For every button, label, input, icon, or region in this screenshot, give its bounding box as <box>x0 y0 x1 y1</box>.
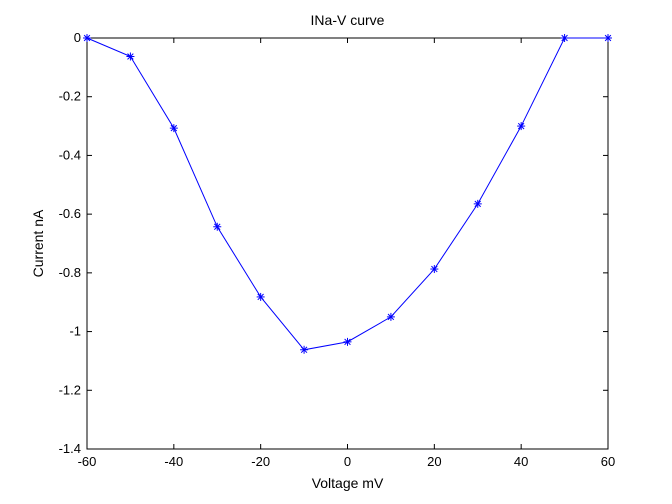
data-point-marker <box>560 34 569 42</box>
data-point-marker <box>169 124 178 133</box>
x-tick-label: 40 <box>514 454 528 469</box>
y-tick-label: -1.2 <box>59 382 81 397</box>
data-point-marker <box>256 292 265 301</box>
series-layer <box>83 34 612 354</box>
x-tick-label: 0 <box>344 454 351 469</box>
x-axis-label: Voltage mV <box>312 475 384 491</box>
data-point-marker <box>473 199 482 208</box>
y-tick-label: -0.8 <box>59 265 81 280</box>
x-tick-label: -20 <box>251 454 270 469</box>
data-point-marker <box>213 222 222 231</box>
data-point-marker <box>386 312 395 321</box>
y-axis-ticks: 0 -0.2 -0.4 -0.6 -0.8 -1 -1.2 -1.4 <box>59 30 608 456</box>
x-axis-ticks: -60 -40 -20 0 20 40 60 <box>78 38 615 469</box>
data-point-marker <box>430 265 439 274</box>
y-tick-label: -1 <box>69 324 81 339</box>
x-tick-label: 60 <box>601 454 615 469</box>
data-point-marker <box>83 34 91 42</box>
x-tick-label: -60 <box>78 454 97 469</box>
plot-frame <box>86 37 609 450</box>
y-tick-label: -1.4 <box>59 441 81 456</box>
y-tick-label: 0 <box>74 30 81 45</box>
data-point-marker <box>604 34 612 42</box>
y-tick-label: -0.4 <box>59 147 81 162</box>
y-tick-label: -0.2 <box>59 89 81 104</box>
y-axis-label: Current nA <box>30 209 46 277</box>
data-point-marker <box>343 337 352 346</box>
x-tick-label: -40 <box>164 454 183 469</box>
y-tick-label: -0.6 <box>59 206 81 221</box>
data-point-marker <box>300 345 309 354</box>
data-point-marker <box>126 52 135 61</box>
data-point-marker <box>517 122 526 131</box>
chart-title: INa-V curve <box>311 12 385 28</box>
x-tick-label: 20 <box>427 454 441 469</box>
